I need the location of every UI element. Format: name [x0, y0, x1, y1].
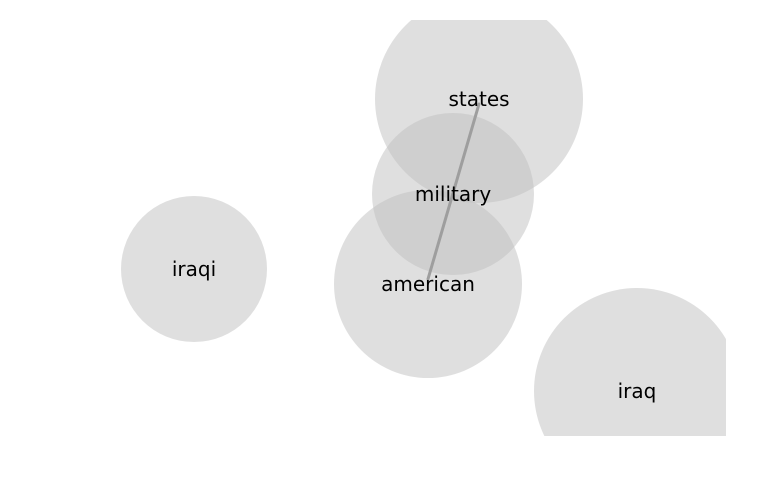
label-american: american — [381, 272, 475, 296]
label-military: military — [415, 182, 491, 206]
bubble-iraqi — [121, 196, 267, 342]
label-iraqi: iraqi — [172, 257, 216, 281]
label-iraq: iraq — [618, 379, 657, 403]
edge-states-american — [426, 102, 481, 281]
bubble-iraq — [534, 288, 726, 436]
bubble-american — [334, 190, 522, 378]
label-states: states — [448, 87, 509, 111]
